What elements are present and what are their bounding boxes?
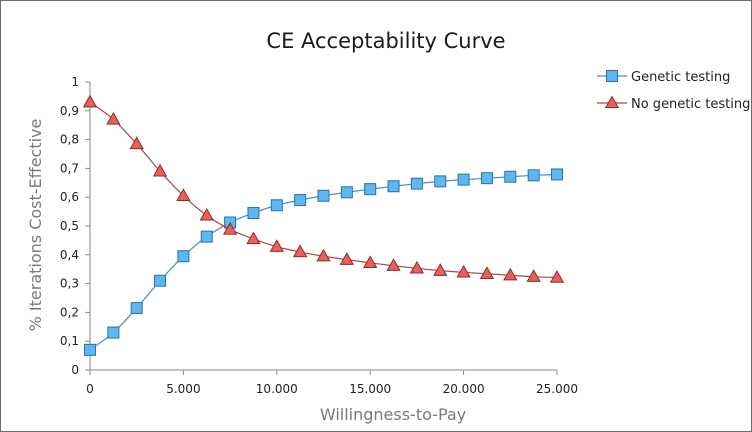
data-point	[364, 183, 377, 196]
y-tick-label: 0,7	[60, 161, 79, 175]
x-tick-label: 15.000	[349, 382, 391, 396]
chart-title: CE Acceptability Curve	[266, 29, 505, 53]
y-tick-label: 0,3	[60, 277, 79, 291]
y-tick-label: 0,1	[60, 334, 79, 348]
data-point	[386, 258, 401, 271]
data-point	[269, 239, 284, 252]
data-point	[317, 189, 330, 202]
data-point	[479, 266, 495, 279]
data-point	[294, 194, 307, 207]
y-tick-label: 0	[71, 363, 79, 377]
data-point	[316, 248, 331, 262]
data-point	[247, 207, 260, 220]
data-point	[387, 180, 400, 193]
legend-label: Genetic testing	[631, 70, 730, 85]
data-point	[130, 302, 143, 315]
y-tick-label: 0,9	[60, 104, 79, 118]
data-point	[549, 270, 565, 283]
data-point	[292, 244, 308, 258]
x-axis-title: Willingness-to-Pay	[320, 405, 466, 424]
data-point	[84, 343, 96, 356]
data-point	[200, 230, 213, 243]
data-point	[363, 255, 378, 269]
data-point	[152, 163, 168, 177]
legend-marker	[606, 70, 618, 82]
y-tick-label: 0,8	[60, 133, 79, 147]
x-tick-label: 0	[86, 382, 94, 396]
data-point	[154, 274, 167, 287]
x-tick-label: 25.000	[536, 382, 578, 396]
data-point	[339, 252, 355, 265]
data-point	[176, 188, 191, 201]
x-tick-label: 5.000	[166, 382, 200, 396]
series-layer	[82, 94, 565, 356]
data-point	[457, 173, 470, 186]
y-tick-label: 0,2	[60, 305, 79, 319]
data-point	[503, 267, 518, 281]
data-point	[434, 175, 447, 188]
data-point	[433, 263, 448, 276]
data-point	[480, 172, 493, 185]
y-tick-label: 0,6	[60, 190, 79, 204]
y-axis-title: % Iterations Cost-Effective	[26, 119, 45, 332]
legend-label: No genetic testing	[631, 97, 750, 112]
data-point	[82, 94, 98, 108]
data-point	[340, 186, 353, 199]
data-point	[129, 136, 144, 150]
axes: 0 0,1 0,2 0,3 0,4 0,5 0,6 0,7 0,8 0,9 1 0 5.000 10.00…	[60, 75, 578, 396]
legend-marker	[604, 95, 620, 109]
data-point	[199, 207, 214, 221]
data-point	[456, 264, 471, 278]
data-point	[222, 221, 238, 235]
data-point	[107, 326, 120, 339]
legend: Genetic testing No genetic testing	[597, 70, 750, 112]
y-tick-label: 0,4	[60, 248, 79, 262]
data-point	[270, 199, 283, 212]
data-point	[106, 111, 121, 125]
x-tick-label: 20.000	[443, 382, 485, 396]
data-point	[526, 269, 541, 282]
data-point	[177, 250, 190, 263]
data-point	[410, 177, 423, 190]
data-point	[246, 231, 261, 245]
data-point	[551, 168, 563, 181]
y-tick-label: 0,5	[60, 219, 79, 233]
data-point	[527, 169, 540, 182]
data-point	[504, 170, 517, 183]
y-tick-label: 1	[71, 75, 79, 89]
data-point	[409, 260, 425, 274]
x-tick-label: 10.000	[256, 382, 298, 396]
